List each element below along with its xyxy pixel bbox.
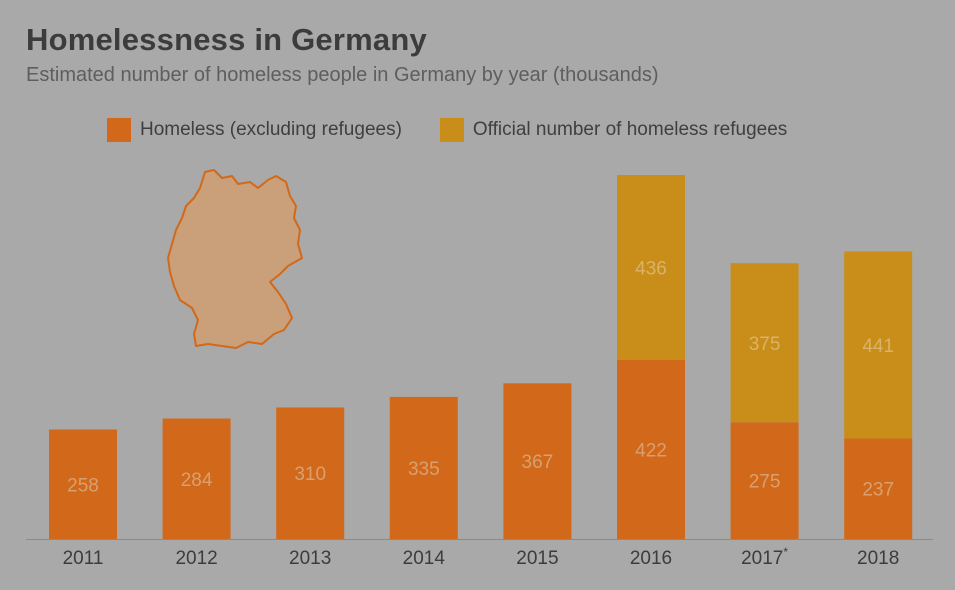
- legend-swatch-refugees: [439, 118, 464, 142]
- bar-homeless-4: [503, 383, 572, 539]
- bar-refugees-5: [617, 175, 685, 360]
- data-label-homeless-1: 284: [181, 470, 213, 491]
- legend-label-refugees: Official number of homeless refugees: [472, 119, 788, 140]
- bar-homeless-5: [617, 360, 685, 539]
- x-tick-label-1: 2012: [175, 548, 217, 569]
- data-label-refugees-5: 436: [635, 259, 667, 280]
- data-label-homeless-6: 275: [749, 472, 781, 493]
- bar-homeless-7: [844, 438, 913, 539]
- data-label-homeless-2: 310: [294, 464, 326, 485]
- chart-subtitle: Estimated number of homeless people in G…: [26, 64, 659, 86]
- bar-homeless-3: [389, 396, 458, 539]
- data-label-homeless-0: 258: [67, 475, 99, 496]
- legend-swatch-homeless: [107, 118, 131, 142]
- x-tick-label-3: 2014: [403, 548, 446, 569]
- chart-title: Homelessness in Germany: [26, 22, 427, 57]
- data-label-homeless-5: 422: [635, 441, 667, 462]
- x-tick-label-7: 2018: [857, 548, 899, 569]
- bar-homeless-1: [162, 418, 231, 539]
- x-tick-label-4: 2015: [516, 548, 558, 569]
- legend: Homeless (excluding refugees) Official n…: [107, 118, 825, 142]
- bar-homeless-2: [276, 407, 345, 539]
- data-label-homeless-4: 367: [522, 452, 554, 473]
- x-tick-label-0: 2011: [63, 548, 104, 569]
- legend-item-homeless: Homeless (excluding refugees): [107, 118, 402, 142]
- data-label-refugees-6: 375: [749, 334, 781, 355]
- data-label-homeless-3: 335: [408, 459, 440, 480]
- bar-homeless-0: [49, 429, 117, 539]
- data-label-homeless-7: 237: [862, 480, 894, 501]
- x-tick-label-5: 2016: [630, 548, 672, 569]
- bar-homeless-6: [730, 422, 799, 539]
- legend-label-homeless: Homeless (excluding refugees): [140, 119, 402, 140]
- bar-refugees-7: [844, 251, 913, 439]
- data-label-refugees-7: 441: [862, 336, 894, 357]
- x-tick-label-6: 2017*: [741, 545, 788, 569]
- legend-item-refugees: Official number of homeless refugees: [439, 118, 788, 142]
- bar-refugees-6: [730, 263, 799, 423]
- x-tick-label-2: 2013: [289, 548, 331, 569]
- germany-map-icon: [167, 169, 303, 349]
